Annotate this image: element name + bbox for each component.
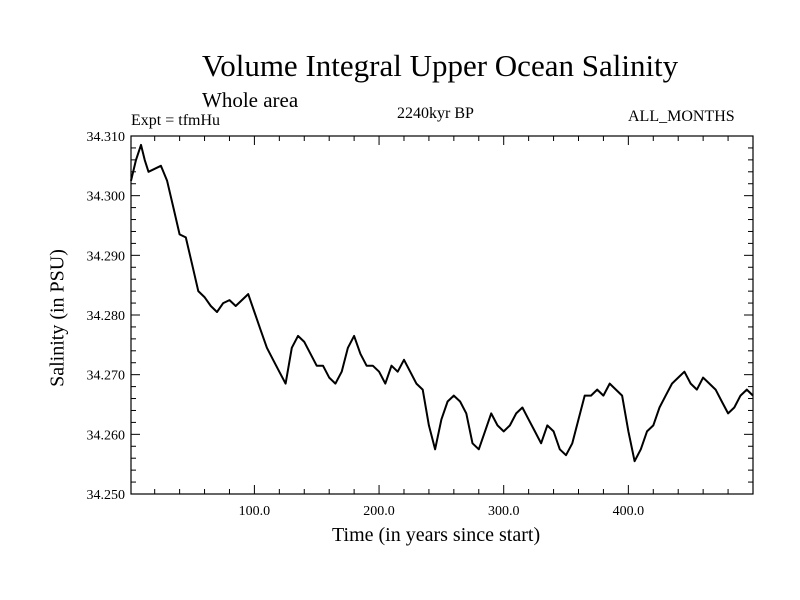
y-tick-label: 34.280 <box>87 309 126 324</box>
experiment-label: Expt = tfmHu <box>131 112 221 129</box>
chart-title: Volume Integral Upper Ocean Salinity <box>201 48 679 83</box>
plot-frame <box>130 135 754 495</box>
y-tick-label: 34.270 <box>87 369 126 384</box>
chart-subtitle: Whole area <box>202 88 299 112</box>
y-tick-label: 34.290 <box>87 249 126 264</box>
y-tick-label: 34.310 <box>87 130 126 145</box>
y-tick-label: 34.260 <box>87 428 126 443</box>
y-tick-label: 34.250 <box>87 488 126 503</box>
x-tick-label: 300.0 <box>488 504 520 519</box>
x-tick-label: 200.0 <box>363 504 395 519</box>
x-axis-label: Time (in years since start) <box>332 524 541 546</box>
x-tick-label: 100.0 <box>239 504 271 519</box>
x-tick-label: 400.0 <box>613 504 645 519</box>
salinity-series-line <box>130 143 754 463</box>
months-label: ALL_MONTHS <box>628 108 735 125</box>
period-label: 2240kyr BP <box>397 105 474 122</box>
y-tick-label: 34.300 <box>87 190 126 205</box>
